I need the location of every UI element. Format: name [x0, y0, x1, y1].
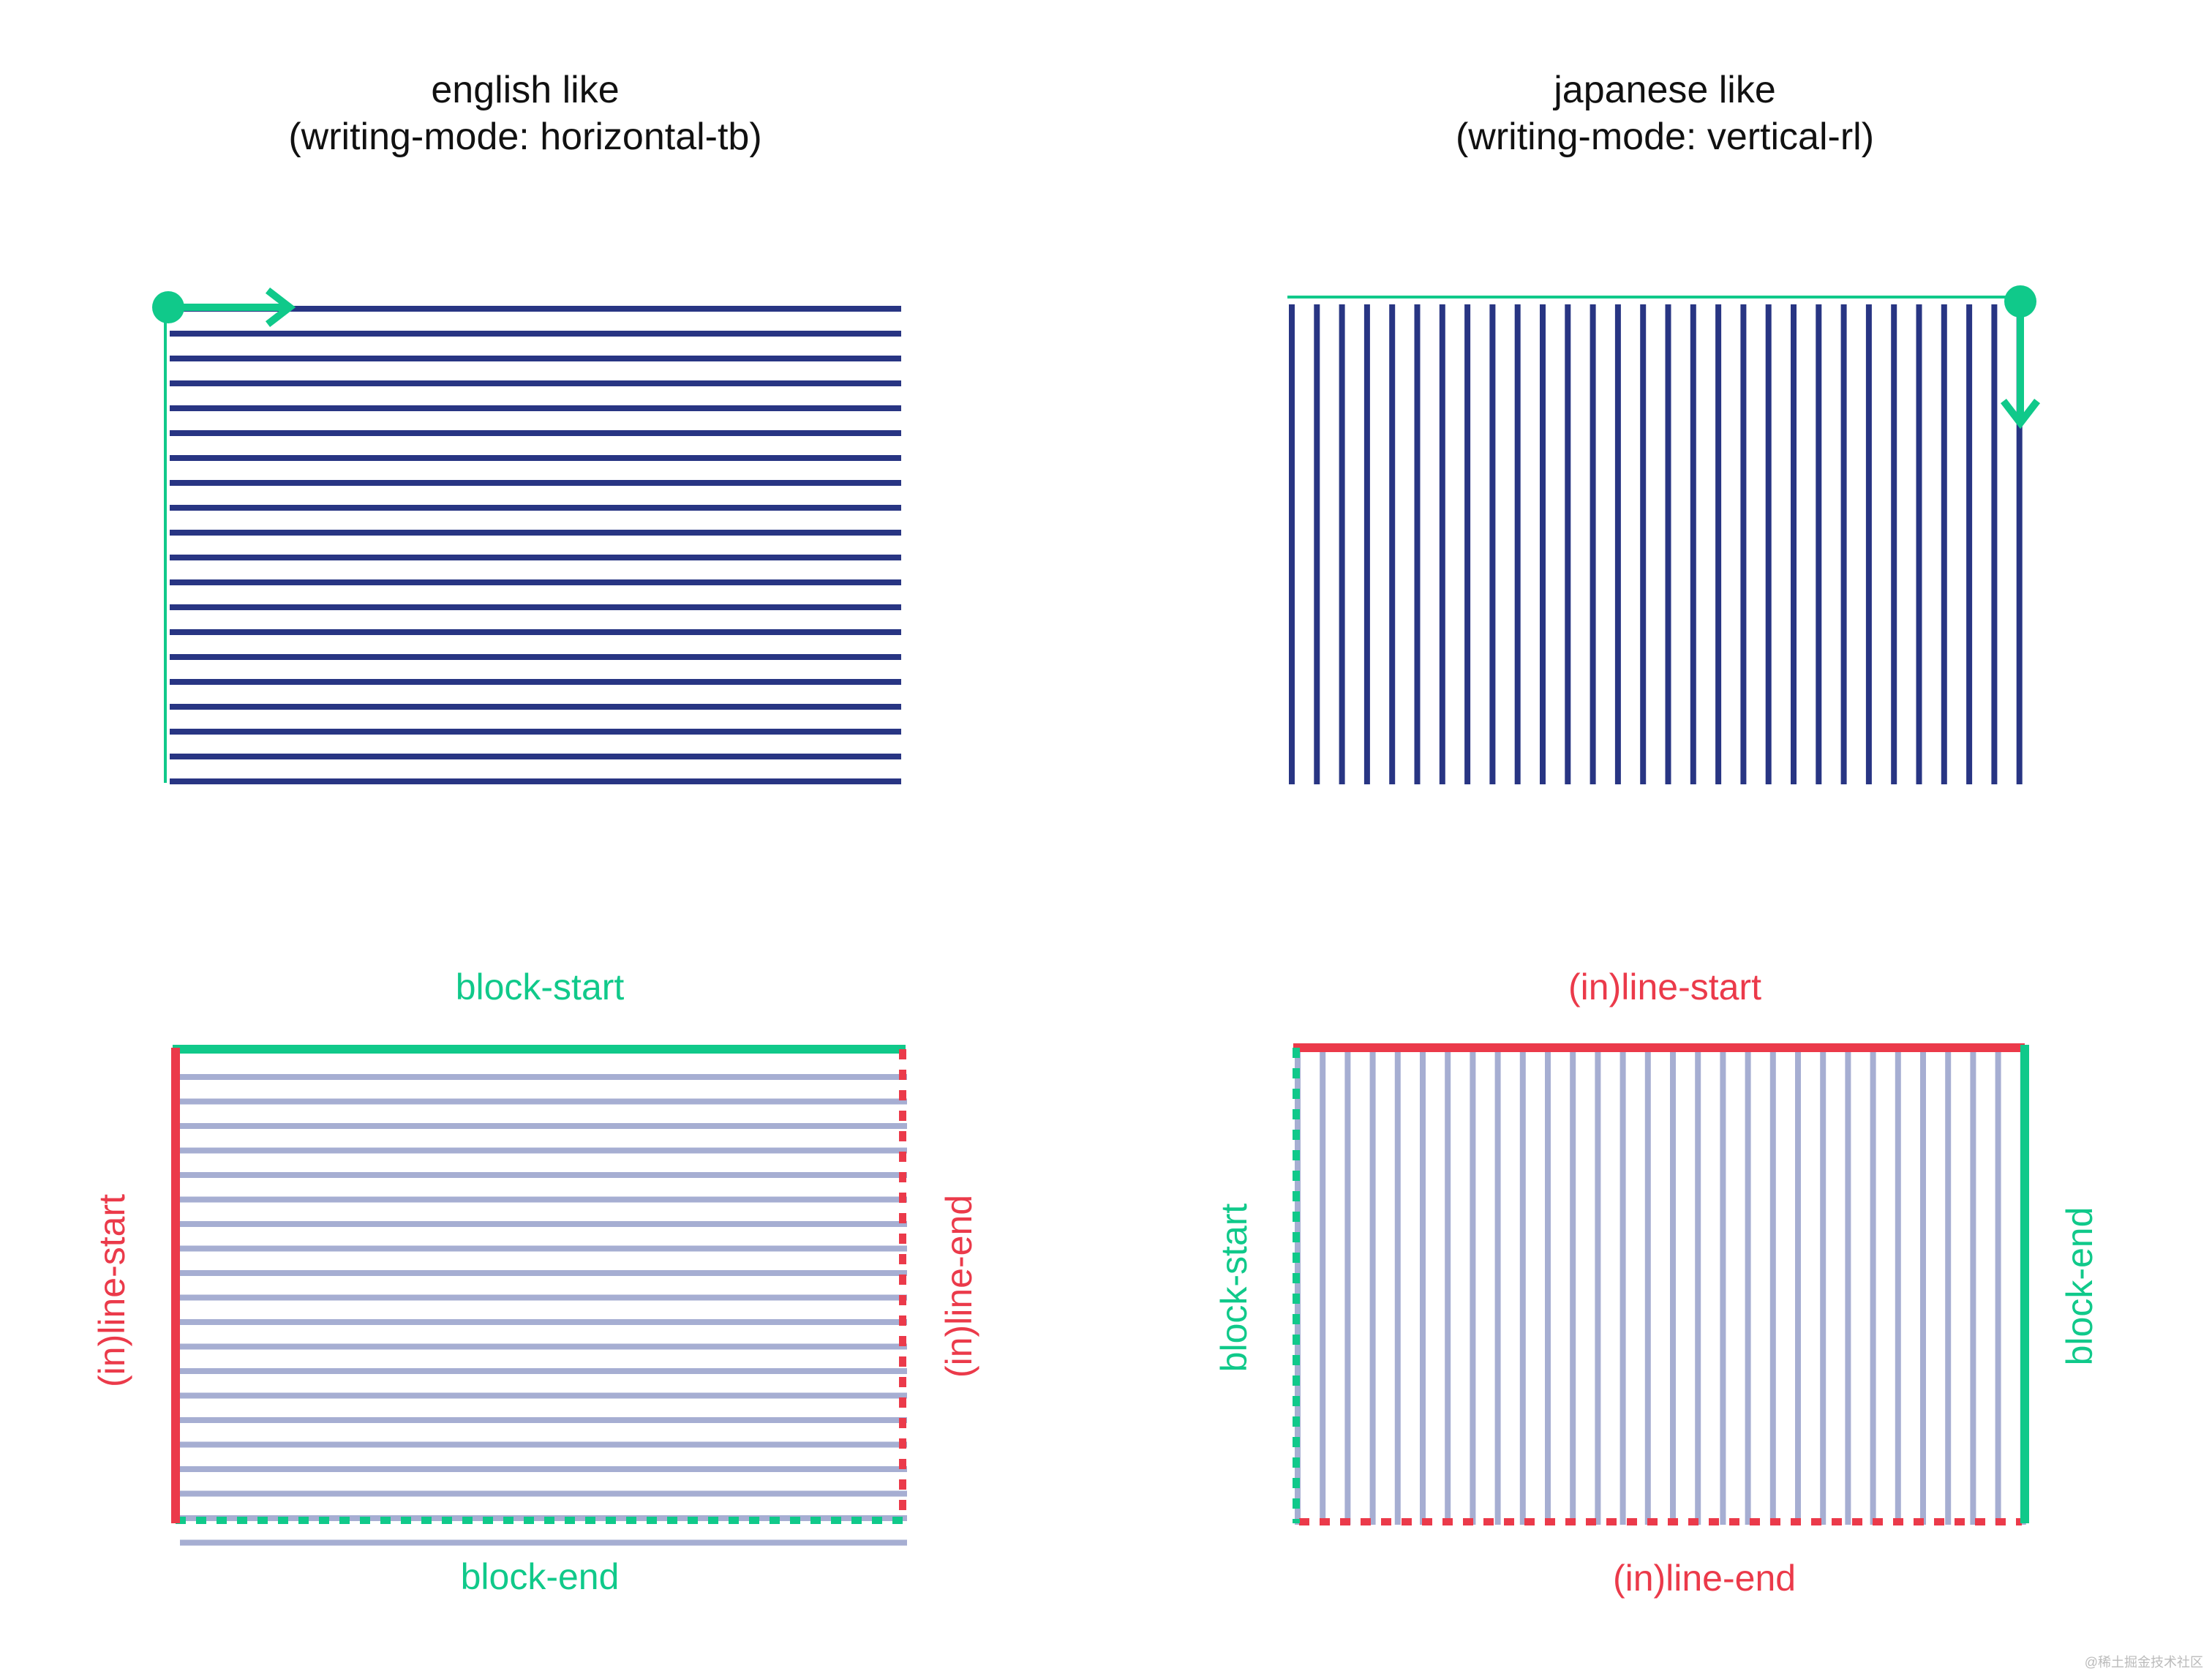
english-title-line2: (writing-mode: horizontal-tb) — [288, 116, 761, 158]
japanese-inline-end-label: (in)line-end — [1613, 1558, 1796, 1599]
japanese-logical-lines — [1295, 1052, 2026, 1525]
watermark: @稀土掘金技术社区 — [2085, 1655, 2203, 1670]
japanese-title-line2: (writing-mode: vertical-rl) — [1456, 116, 1874, 158]
japanese-block-end-label: block-end — [2059, 1207, 2100, 1366]
english-inline-end-label: (in)line-end — [938, 1195, 979, 1378]
english-start-dot — [152, 291, 184, 323]
japanese-title-line1: japanese like — [1552, 69, 1776, 111]
english-inline-start-label: (in)line-start — [91, 1194, 132, 1387]
english-title-line1: english like — [431, 69, 619, 111]
english-inline-arrow-icon — [265, 287, 296, 328]
english-block-start-label: block-start — [456, 967, 625, 1007]
japanese-inline-arrow-icon — [2000, 398, 2041, 429]
english-block-end-label: block-end — [461, 1556, 620, 1597]
japanese-start-dot — [2004, 285, 2036, 318]
japanese-inline-start-label: (in)line-start — [1568, 967, 1761, 1007]
japanese-text-lines — [1289, 304, 2023, 784]
japanese-block-start-label: block-start — [1214, 1204, 1254, 1373]
english-logical-lines — [180, 1074, 907, 1546]
english-text-lines — [170, 306, 901, 784]
